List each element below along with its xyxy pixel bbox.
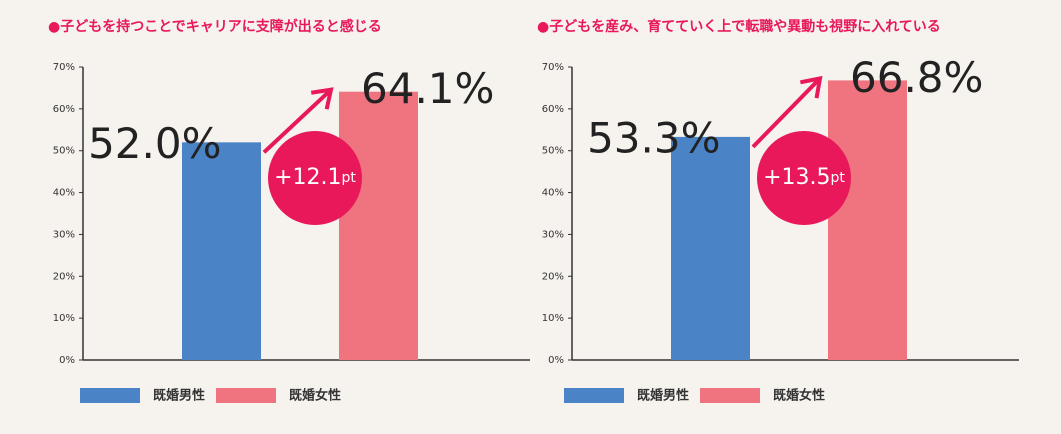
- bar: [339, 91, 418, 361]
- annotation: +13.5pt: [763, 165, 845, 190]
- legend-swatch: [80, 388, 140, 403]
- y-tick-label: 10%: [53, 313, 75, 324]
- y-tick-label: 30%: [542, 229, 564, 240]
- value-label: 53.3%: [587, 113, 720, 162]
- legend-swatch: [700, 388, 760, 403]
- legend-label: 既婚女性: [773, 388, 825, 404]
- y-tick-label: 50%: [542, 146, 564, 157]
- bar: [671, 136, 750, 360]
- y-tick-label: 40%: [542, 188, 564, 199]
- y-tick-label: 30%: [53, 229, 75, 240]
- annotation-value: +13.5: [763, 165, 830, 190]
- bar: [182, 142, 261, 360]
- arrow: [262, 88, 333, 154]
- annotation-unit: pt: [342, 170, 357, 186]
- y-tick-label: 70%: [53, 62, 75, 73]
- y-tick-label: 60%: [53, 104, 75, 115]
- legend-swatch: [564, 388, 624, 403]
- legend-swatch: [216, 388, 276, 403]
- y-tick-label: 0%: [59, 355, 75, 366]
- y-tick-label: 0%: [548, 355, 564, 366]
- legend-label: 既婚男性: [153, 388, 205, 404]
- value-label: 52.0%: [88, 119, 221, 168]
- value-label: 66.8%: [850, 53, 983, 102]
- chart-title: ●子どもを産み、育てていく上で転職や異動も視野に入れている: [537, 18, 941, 35]
- arrow: [751, 76, 822, 149]
- y-tick-label: 70%: [542, 62, 564, 73]
- annotation: +12.1pt: [274, 165, 356, 190]
- annotation-unit: pt: [831, 170, 846, 186]
- bar: [828, 80, 907, 360]
- y-tick-label: 50%: [53, 146, 75, 157]
- legend-label: 既婚女性: [289, 388, 341, 404]
- value-label: 64.1%: [361, 64, 494, 113]
- legend-label: 既婚男性: [637, 388, 689, 404]
- y-tick-label: 60%: [542, 104, 564, 115]
- annotation-bubble: [757, 131, 851, 225]
- annotation-value: +12.1: [274, 165, 341, 190]
- y-tick-label: 10%: [542, 313, 564, 324]
- y-tick-label: 40%: [53, 188, 75, 199]
- annotation-bubble: [268, 131, 362, 225]
- chart-title: ●子どもを持つことでキャリアに支障が出ると感じる: [48, 18, 382, 35]
- arrow-head: [310, 87, 334, 110]
- y-tick-label: 20%: [542, 271, 564, 282]
- arrow-head: [799, 75, 823, 99]
- y-tick-label: 20%: [53, 271, 75, 282]
